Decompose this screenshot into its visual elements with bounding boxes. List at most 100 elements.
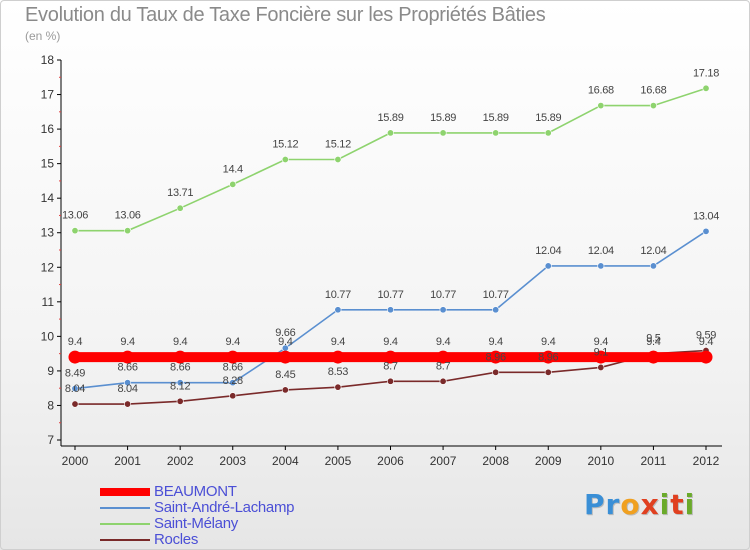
- data-point: [281, 155, 289, 163]
- data-point: [173, 350, 187, 364]
- x-tick-label: 2009: [535, 454, 562, 468]
- data-label: 15.89: [483, 112, 509, 124]
- data-point: [699, 350, 713, 364]
- logo-letter: i: [659, 488, 671, 521]
- data-label: 8.12: [170, 380, 190, 392]
- x-tick-label: 2008: [482, 454, 509, 468]
- x-tick-label: 2011: [641, 454, 667, 468]
- data-point: [702, 84, 710, 92]
- data-label: 9.4: [699, 336, 714, 348]
- logo-letter: t: [670, 488, 685, 521]
- data-label: 12.04: [640, 245, 666, 257]
- data-label: 10.77: [377, 289, 403, 301]
- data-label: 15.89: [377, 112, 403, 124]
- data-label: 8.28: [223, 375, 243, 387]
- y-tick-label: 17: [41, 88, 55, 102]
- data-point: [492, 306, 500, 314]
- y-tick-label: 9: [47, 364, 54, 378]
- data-point: [331, 350, 345, 364]
- data-point: [436, 350, 450, 364]
- data-point: [439, 377, 447, 385]
- data-label: 9.5: [646, 333, 661, 345]
- y-tick-label: 8: [47, 398, 54, 412]
- logo-letter: o: [620, 488, 641, 521]
- data-label: 8.04: [117, 383, 137, 395]
- x-tick-label: 2007: [430, 454, 457, 468]
- legend-label: BEAUMONT: [154, 483, 237, 500]
- y-tick-label: 7: [47, 433, 54, 447]
- legend-swatch-saint-melany: [100, 523, 150, 525]
- data-label: 9.4: [173, 336, 188, 348]
- series-layer: [68, 84, 713, 408]
- x-tick-label: 2001: [114, 454, 141, 468]
- data-label: 12.04: [588, 245, 614, 257]
- legend-label: Rocles: [154, 531, 199, 548]
- x-tick-label: 2012: [693, 454, 720, 468]
- data-label: 9.4: [594, 336, 609, 348]
- data-point: [281, 386, 289, 394]
- data-label: 9.4: [383, 336, 398, 348]
- data-label: 9.4: [488, 336, 503, 348]
- data-label: 12.04: [535, 245, 561, 257]
- data-label: 16.68: [640, 85, 666, 97]
- y-tick-label: 11: [42, 295, 55, 309]
- data-point: [229, 392, 237, 400]
- data-point: [544, 129, 552, 137]
- data-point: [594, 350, 608, 364]
- data-label: 14.4: [223, 163, 243, 175]
- y-tick-label: 13: [41, 226, 55, 240]
- data-point: [334, 306, 342, 314]
- data-label: 9.4: [646, 336, 661, 348]
- x-tick-label: 2004: [272, 454, 299, 468]
- data-point: [71, 227, 79, 235]
- x-tick-label: 2006: [377, 454, 404, 468]
- data-point: [597, 363, 605, 371]
- data-point: [649, 262, 657, 270]
- data-point: [229, 379, 237, 387]
- logo-letter: i: [684, 488, 696, 521]
- x-tick-label: 2003: [219, 454, 246, 468]
- data-label: 15.89: [535, 112, 561, 124]
- data-point: [71, 385, 79, 393]
- data-point: [439, 129, 447, 137]
- data-point: [176, 379, 184, 387]
- data-point: [492, 368, 500, 376]
- data-label: 17.18: [693, 67, 719, 79]
- data-point: [278, 350, 292, 364]
- legend-swatch-rocles: [100, 539, 150, 541]
- data-point: [124, 227, 132, 235]
- data-point: [334, 383, 342, 391]
- data-label: 15.12: [325, 138, 351, 150]
- x-tick-label: 2000: [62, 454, 89, 468]
- data-label: 8.66: [223, 362, 243, 374]
- chart-title: Evolution du Taux de Taxe Foncière sur l…: [25, 4, 546, 26]
- data-label: 8.7: [383, 360, 398, 372]
- data-label: 8.53: [328, 366, 348, 378]
- data-label: 8.66: [170, 362, 190, 374]
- data-label: 13.04: [693, 210, 719, 222]
- data-point: [229, 180, 237, 188]
- data-point: [541, 350, 555, 364]
- data-point: [489, 350, 503, 364]
- data-point: [544, 368, 552, 376]
- data-point: [649, 102, 657, 110]
- data-label: 9.59: [696, 330, 716, 342]
- y-tick-label: 16: [41, 122, 55, 136]
- data-point: [71, 400, 79, 408]
- data-label: 13.06: [115, 210, 141, 222]
- data-label: 9.4: [120, 336, 135, 348]
- legend-label: Saint-Mélany: [154, 515, 238, 532]
- data-label: 15.12: [272, 138, 298, 150]
- data-label: 8.04: [65, 383, 85, 395]
- data-point: [597, 262, 605, 270]
- data-point: [386, 306, 394, 314]
- data-labels-layer: 9.4 9.4 9.4 9.4 9.4 9.4 9.4 9.4 9.4 9.4 9.4 9.4 9.4 8…: [62, 67, 720, 395]
- data-point: [176, 204, 184, 212]
- data-label: 9.4: [436, 336, 451, 348]
- data-label: 9.4: [278, 336, 293, 348]
- data-label: 9.4: [331, 336, 346, 348]
- data-label: 9.4: [68, 336, 83, 348]
- logo-letter: r: [605, 488, 621, 521]
- data-label: 9.4: [226, 336, 241, 348]
